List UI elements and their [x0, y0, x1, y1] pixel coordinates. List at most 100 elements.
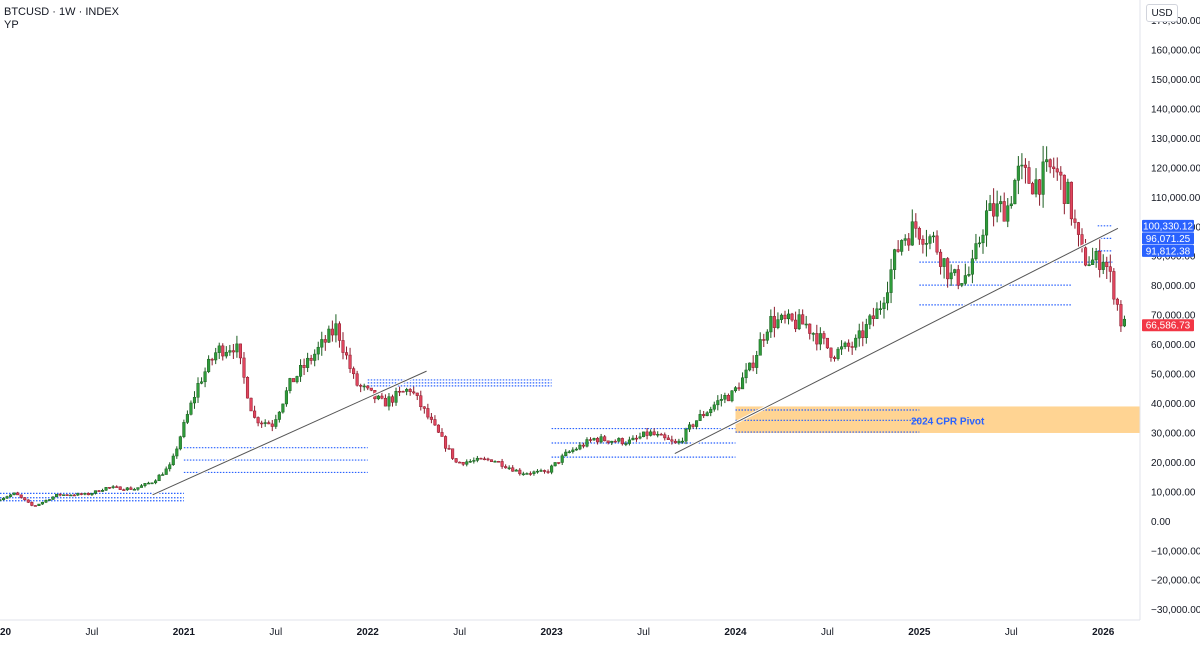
candle-up: [44, 499, 48, 503]
candle-up: [677, 440, 681, 444]
header-separator: ·: [52, 6, 56, 18]
candle-down: [436, 424, 441, 433]
candle-up: [730, 390, 734, 402]
candle-down: [542, 470, 547, 472]
candle-up: [104, 487, 108, 491]
candle-up: [811, 333, 815, 335]
candle-down: [822, 333, 826, 339]
candle-down: [1069, 181, 1073, 220]
candle-up: [585, 439, 589, 447]
candle-up: [631, 437, 635, 441]
candle-down: [58, 493, 62, 496]
candle-up: [196, 383, 200, 398]
candle-down: [479, 457, 483, 460]
candle-up: [1091, 259, 1095, 265]
candle-up: [189, 402, 193, 415]
candle-down: [355, 373, 359, 386]
candle-up: [168, 464, 172, 470]
candle-down: [260, 422, 264, 425]
candle-up: [698, 414, 702, 421]
x-tick-label: Jul: [453, 627, 466, 638]
candle-down: [1073, 218, 1077, 223]
candle-up: [514, 469, 518, 472]
y-tick-label: −20,000.00: [1151, 576, 1200, 587]
trendlines-layer: [151, 226, 1119, 497]
candle-up: [93, 490, 98, 494]
candle-down: [702, 414, 706, 417]
candle-down: [666, 437, 670, 440]
y-tick-label: 70,000.00: [1151, 311, 1196, 322]
candle-up: [0, 499, 2, 502]
candle-up: [875, 308, 879, 319]
x-tick-label: Jul: [821, 627, 834, 638]
y-tick-label: 20,000.00: [1151, 458, 1196, 469]
candle-down: [489, 459, 494, 462]
x-tick-label: 2026: [1092, 627, 1115, 638]
candle-up: [893, 249, 897, 270]
candle-down: [369, 387, 373, 391]
candles-layer: [0, 145, 1126, 507]
candle-down: [115, 486, 119, 488]
candle-down: [790, 313, 794, 321]
candle-down: [652, 431, 656, 436]
candle-up: [539, 470, 543, 472]
candle-up: [818, 333, 822, 345]
candle-up: [931, 235, 936, 238]
candle-up: [963, 275, 967, 284]
candle-down: [832, 357, 837, 359]
candle-down: [19, 494, 23, 498]
candle-up: [51, 496, 55, 500]
candle-up: [334, 323, 338, 336]
candle-down: [412, 391, 416, 394]
candle-up: [394, 390, 398, 403]
y-tick-label: 30,000.00: [1151, 428, 1196, 439]
candle-up: [228, 350, 232, 353]
candle-down: [401, 391, 405, 393]
candle-up: [977, 242, 982, 245]
candle-down: [751, 362, 755, 368]
interval-label[interactable]: 1W: [59, 6, 76, 18]
candle-down: [921, 238, 925, 245]
candle-up: [171, 455, 175, 465]
candle-up: [472, 460, 476, 462]
candle-up: [843, 342, 847, 347]
candle-up: [748, 362, 752, 371]
trendline: [674, 227, 1119, 455]
candle-down: [645, 431, 649, 436]
candle-down: [1052, 166, 1056, 169]
candle-down: [408, 389, 412, 393]
candle-down: [267, 422, 271, 425]
candle-up: [709, 408, 713, 413]
candle-up: [857, 330, 861, 339]
y-tick-label: 140,000.00: [1151, 104, 1200, 115]
candle-up: [76, 493, 80, 496]
y-tick-label: 120,000.00: [1151, 163, 1200, 174]
candle-up: [175, 448, 179, 457]
currency-button[interactable]: USD: [1146, 4, 1178, 22]
candle-down: [380, 395, 384, 399]
candle-up: [405, 389, 409, 392]
y-tick-label: −30,000.00: [1151, 605, 1200, 616]
candle-down: [482, 458, 486, 461]
candle-up: [1122, 318, 1126, 327]
candle-down: [546, 471, 550, 473]
candle-down: [249, 397, 253, 412]
x-tick-label: 2025: [908, 627, 931, 638]
symbol-name[interactable]: BTCUSD: [4, 6, 50, 18]
candle-down: [825, 337, 829, 349]
candle-down: [620, 438, 624, 445]
candle-down: [30, 502, 34, 506]
candle-up: [154, 480, 158, 484]
candle-up: [535, 470, 540, 473]
candle-down: [603, 436, 607, 442]
candle-up: [641, 431, 646, 438]
candle-up: [387, 396, 391, 407]
candle-up: [521, 473, 525, 476]
candle-down: [447, 448, 451, 450]
candle-down: [440, 432, 444, 437]
candle-up: [217, 345, 221, 353]
y-tick-label: 50,000.00: [1151, 370, 1196, 381]
candle-down: [256, 417, 260, 424]
